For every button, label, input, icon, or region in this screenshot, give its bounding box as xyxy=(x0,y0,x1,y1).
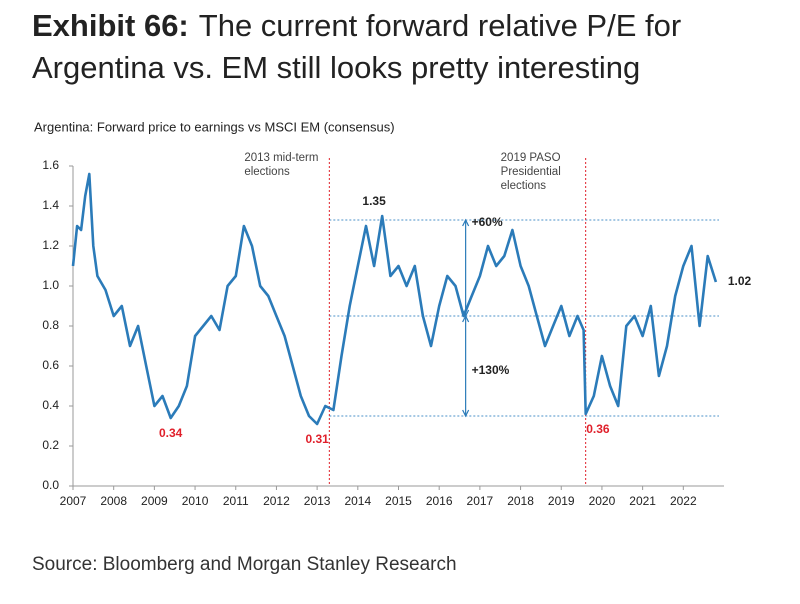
span-label: +130% xyxy=(472,363,510,377)
y-tick-label: 0.8 xyxy=(42,318,59,332)
x-tick-label: 2008 xyxy=(100,494,127,508)
x-tick-label: 2019 xyxy=(548,494,575,508)
subtitle: Argentina: Forward price to earnings vs … xyxy=(34,119,395,134)
x-tick-label: 2020 xyxy=(589,494,616,508)
value-label: 1.02 xyxy=(728,274,752,288)
span-label: +60% xyxy=(472,215,503,229)
source: Source: Bloomberg and Morgan Stanley Res… xyxy=(32,554,457,575)
x-tick-label: 2015 xyxy=(385,494,412,508)
y-tick-label: 1.0 xyxy=(42,278,59,292)
event-label: elections xyxy=(244,166,290,178)
event-label: 2019 PASO xyxy=(501,152,561,164)
x-tick-label: 2021 xyxy=(629,494,656,508)
y-tick-label: 0.4 xyxy=(42,398,59,412)
title-line: Exhibit 66: The current forward relative … xyxy=(32,8,681,44)
x-tick-label: 2013 xyxy=(304,494,331,508)
value-label: 0.31 xyxy=(305,432,329,446)
x-tick-label: 2022 xyxy=(670,494,697,508)
y-tick-label: 1.4 xyxy=(42,198,59,212)
value-label: 0.36 xyxy=(586,422,610,436)
line xyxy=(71,172,718,426)
value-label: 0.34 xyxy=(159,426,183,440)
y-tick-label: 0.6 xyxy=(42,358,59,372)
x-tick-label: 2011 xyxy=(223,494,249,508)
event-label: 2013 mid-term xyxy=(244,152,318,164)
x-tick-label: 2016 xyxy=(426,494,453,508)
x-tick-label: 2018 xyxy=(507,494,534,508)
title-label: Exhibit 66: xyxy=(32,8,189,43)
y-tick-label: 1.6 xyxy=(42,158,59,172)
y-tick-label: 0.2 xyxy=(42,438,59,452)
title: The current forward relative P/E for xyxy=(198,8,682,43)
title-line: Argentina vs. EM still looks pretty inte… xyxy=(32,50,641,85)
value-label: 1.35 xyxy=(362,194,386,208)
event-label: Presidential xyxy=(501,166,561,178)
x-tick-label: 2009 xyxy=(141,494,168,508)
x-tick-label: 2007 xyxy=(60,494,87,508)
x-tick-label: 2010 xyxy=(182,494,209,508)
y-tick-label: 0.0 xyxy=(42,478,59,492)
x-tick-label: 2012 xyxy=(263,494,290,508)
x-tick-label: 2017 xyxy=(467,494,494,508)
arrow-head xyxy=(462,314,470,418)
x-tick-label: 2014 xyxy=(344,494,371,508)
y-tick-label: 1.2 xyxy=(42,238,59,252)
event-label: elections xyxy=(501,180,547,192)
